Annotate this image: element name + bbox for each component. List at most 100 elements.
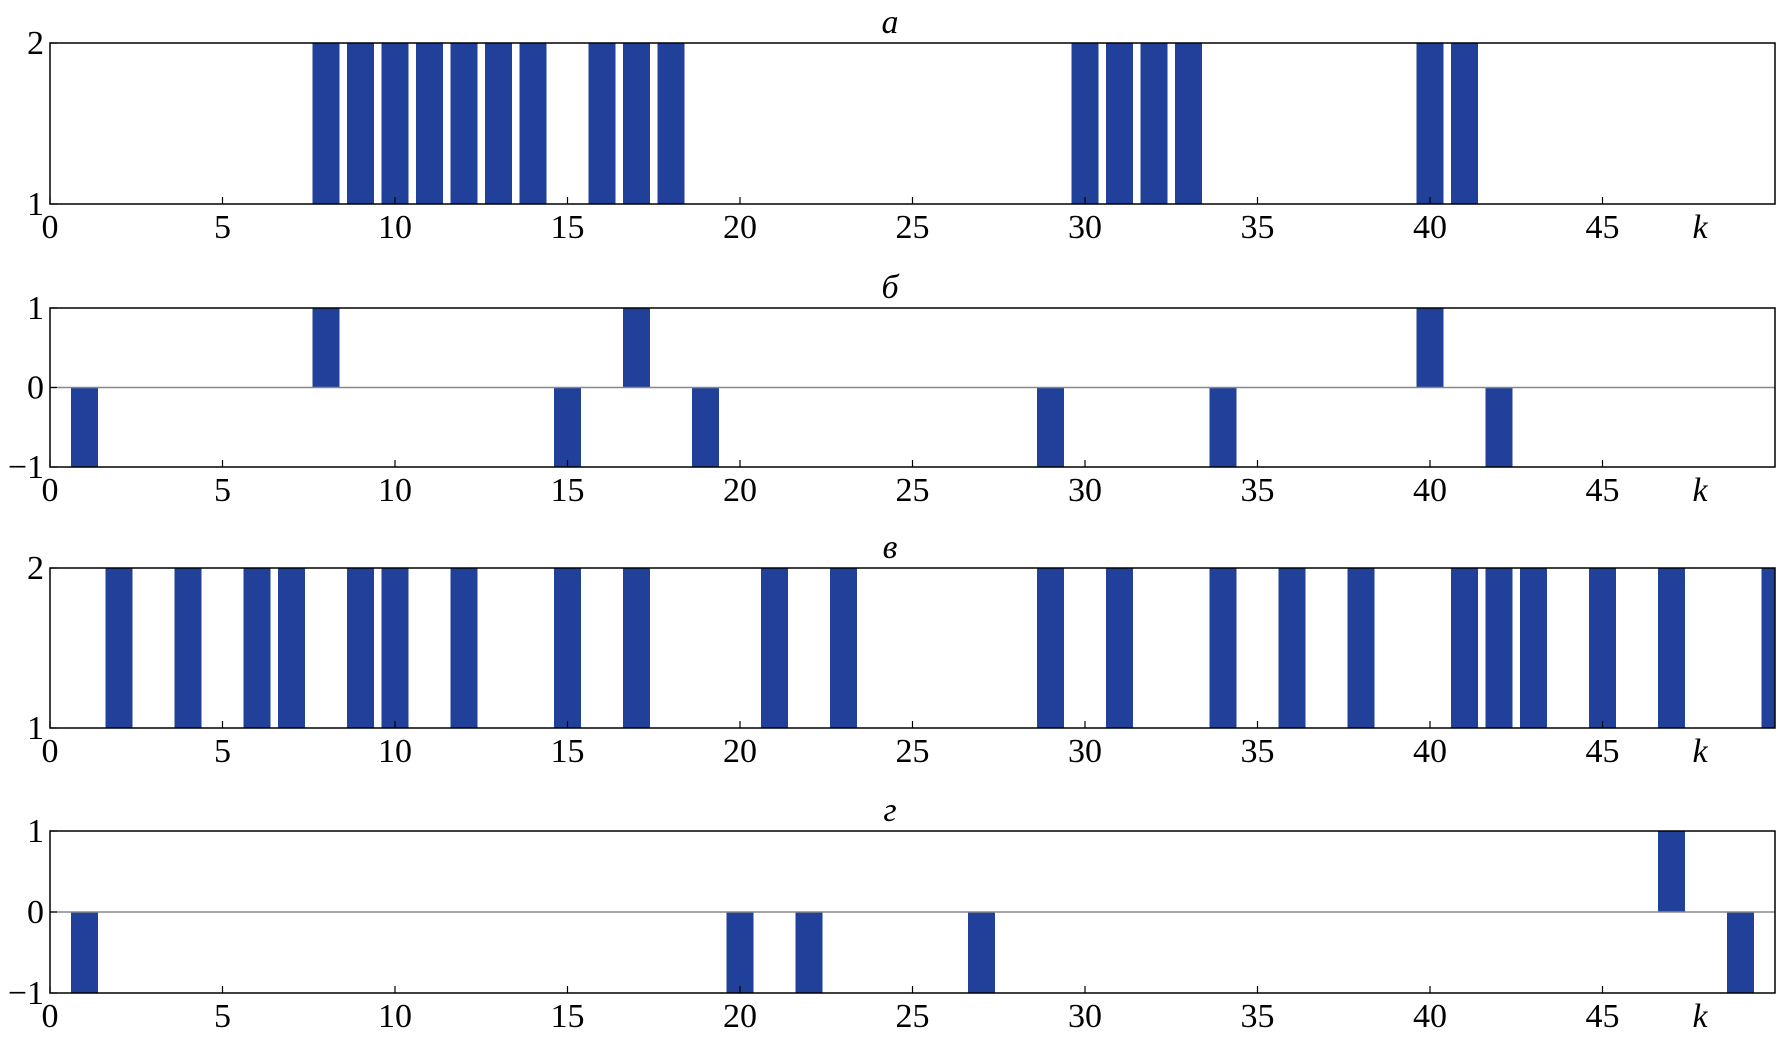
- y-tick-label: 0: [27, 894, 44, 931]
- bar: [1520, 568, 1547, 728]
- x-tick-label: 45: [1586, 998, 1620, 1035]
- x-tick-label: 45: [1586, 209, 1620, 246]
- panel-title: в: [883, 529, 898, 566]
- y-tick-label: 0: [27, 370, 44, 407]
- bar: [1175, 43, 1202, 204]
- x-tick-label: 10: [378, 733, 412, 770]
- bar: [1416, 43, 1444, 204]
- bar: [554, 387, 581, 467]
- bar: [623, 43, 650, 204]
- bar: [1416, 308, 1444, 388]
- x-tick-label: 40: [1413, 733, 1447, 770]
- panel-1: 0 5 10 15 20 25 30 35 40 45 1 2 k а: [27, 4, 1776, 246]
- bar: [485, 43, 512, 204]
- bar: [761, 568, 788, 728]
- bar: [312, 308, 340, 388]
- x-tick-label: 30: [1068, 209, 1102, 246]
- bar: [1347, 568, 1375, 728]
- x-tick-label: 40: [1413, 998, 1447, 1035]
- bar: [1727, 912, 1754, 993]
- y-tick-label: 2: [27, 25, 44, 62]
- bar: [174, 568, 202, 728]
- x-tick-label: 40: [1413, 472, 1447, 509]
- bar: [416, 43, 443, 204]
- x-tick-label: 15: [551, 472, 585, 509]
- x-tick-label: 40: [1413, 209, 1447, 246]
- y-tick-label: 1: [27, 186, 44, 223]
- x-tick-label: 10: [378, 209, 412, 246]
- bar: [1485, 387, 1513, 467]
- x-tick-label: 25: [896, 209, 930, 246]
- bar: [381, 43, 409, 204]
- x-tick-label: 20: [723, 209, 757, 246]
- bar: [450, 43, 478, 204]
- x-tick-label: 0: [42, 209, 59, 246]
- x-tick-label: 5: [214, 733, 231, 770]
- bar: [1209, 387, 1237, 467]
- bar: [1106, 568, 1133, 728]
- bar: [1485, 568, 1513, 728]
- x-tick-label: 35: [1241, 733, 1275, 770]
- x-axis-label: k: [1692, 998, 1708, 1035]
- x-tick-label: 45: [1586, 472, 1620, 509]
- x-tick-label: 20: [723, 733, 757, 770]
- bar: [968, 912, 995, 993]
- bar: [657, 43, 685, 204]
- bar: [1589, 568, 1616, 728]
- bar: [588, 43, 616, 204]
- x-tick-label: 0: [42, 998, 59, 1035]
- x-tick-label: 10: [378, 472, 412, 509]
- bar: [519, 43, 547, 204]
- bar: [1037, 387, 1064, 467]
- y-tick-label: −1: [8, 975, 44, 1012]
- bar: [105, 568, 133, 728]
- panel-3: 0 5 10 15 20 25 30 35 40 45 1 2 k в: [27, 529, 1776, 770]
- bar: [1209, 568, 1237, 728]
- x-tick-label: 15: [551, 998, 585, 1035]
- x-tick-label: 10: [378, 998, 412, 1035]
- bar: [692, 387, 719, 467]
- bar: [71, 387, 98, 467]
- y-tick-label: 1: [27, 813, 44, 850]
- bar: [243, 568, 271, 728]
- bar: [623, 308, 650, 388]
- bar: [1106, 43, 1133, 204]
- y-tick-label: −1: [8, 449, 44, 486]
- bar: [726, 912, 754, 993]
- bar: [1140, 43, 1168, 204]
- x-tick-label: 5: [214, 209, 231, 246]
- y-tick-label: 1: [27, 710, 44, 747]
- bar: [1071, 43, 1099, 204]
- plot-frame: [49, 567, 1776, 729]
- y-tick-label: 1: [27, 290, 44, 327]
- x-tick-label: 0: [42, 733, 59, 770]
- bar: [381, 568, 409, 728]
- x-axis-label: k: [1692, 472, 1708, 509]
- bar: [347, 568, 374, 728]
- x-tick-label: 30: [1068, 472, 1102, 509]
- bar: [1037, 568, 1064, 728]
- bar: [1451, 568, 1478, 728]
- x-tick-label: 15: [551, 733, 585, 770]
- x-tick-label: 35: [1241, 472, 1275, 509]
- bar: [312, 43, 340, 204]
- x-tick-label: 45: [1586, 733, 1620, 770]
- bar: [795, 912, 823, 993]
- panel-title: г: [883, 792, 896, 829]
- bar: [1658, 568, 1685, 728]
- x-tick-label: 35: [1241, 998, 1275, 1035]
- bar: [623, 568, 650, 728]
- bar: [830, 568, 857, 728]
- x-tick-label: 25: [896, 998, 930, 1035]
- x-tick-label: 20: [723, 998, 757, 1035]
- bar: [554, 568, 581, 728]
- bar: [1451, 43, 1478, 204]
- bar: [71, 912, 98, 993]
- x-axis-label: k: [1692, 733, 1708, 770]
- y-tick-label: 2: [27, 550, 44, 587]
- x-tick-label: 25: [896, 472, 930, 509]
- x-tick-label: 5: [214, 998, 231, 1035]
- x-tick-label: 5: [214, 472, 231, 509]
